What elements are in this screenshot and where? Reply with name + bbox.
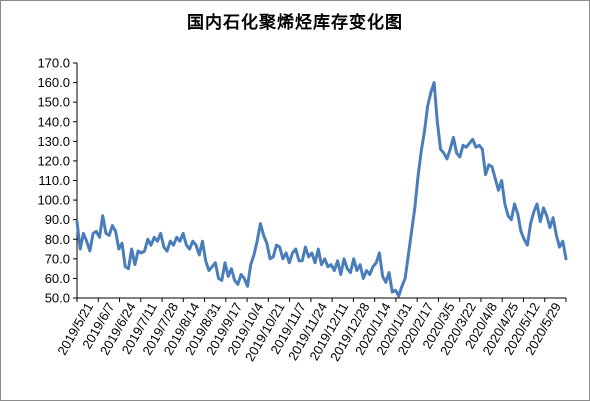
x-tick-labels: 2019/5/212019/6/72019/6/242019/7/112019/…: [54, 300, 564, 364]
y-tick-label: 140.0: [37, 114, 70, 129]
series-line: [75, 81, 568, 298]
y-tick-label: 120.0: [37, 153, 70, 168]
y-tick-label: 110.0: [38, 173, 70, 188]
y-tick-label: 60.0: [45, 271, 70, 286]
series-layer: [75, 81, 568, 298]
chart-axes: [73, 62, 567, 302]
y-tick-label: 130.0: [37, 134, 70, 149]
chart-title: 国内石化聚烯烃库存变化图: [187, 13, 403, 33]
y-tick-label: 70.0: [45, 251, 70, 266]
y-tick-label: 90.0: [45, 212, 70, 227]
y-tick-label: 50.0: [45, 291, 70, 306]
y-tick-labels: 50.0 60.0 70.0 80.0 90.0 100.0 110.0 120.0 130.0…: [37, 56, 70, 306]
y-tick-label: 160.0: [37, 75, 70, 90]
y-tick-label: 100.0: [37, 193, 70, 208]
y-tick-label: 170.0: [37, 56, 70, 71]
y-tick-label: 80.0: [45, 232, 70, 247]
y-tick-label: 150.0: [37, 95, 70, 110]
